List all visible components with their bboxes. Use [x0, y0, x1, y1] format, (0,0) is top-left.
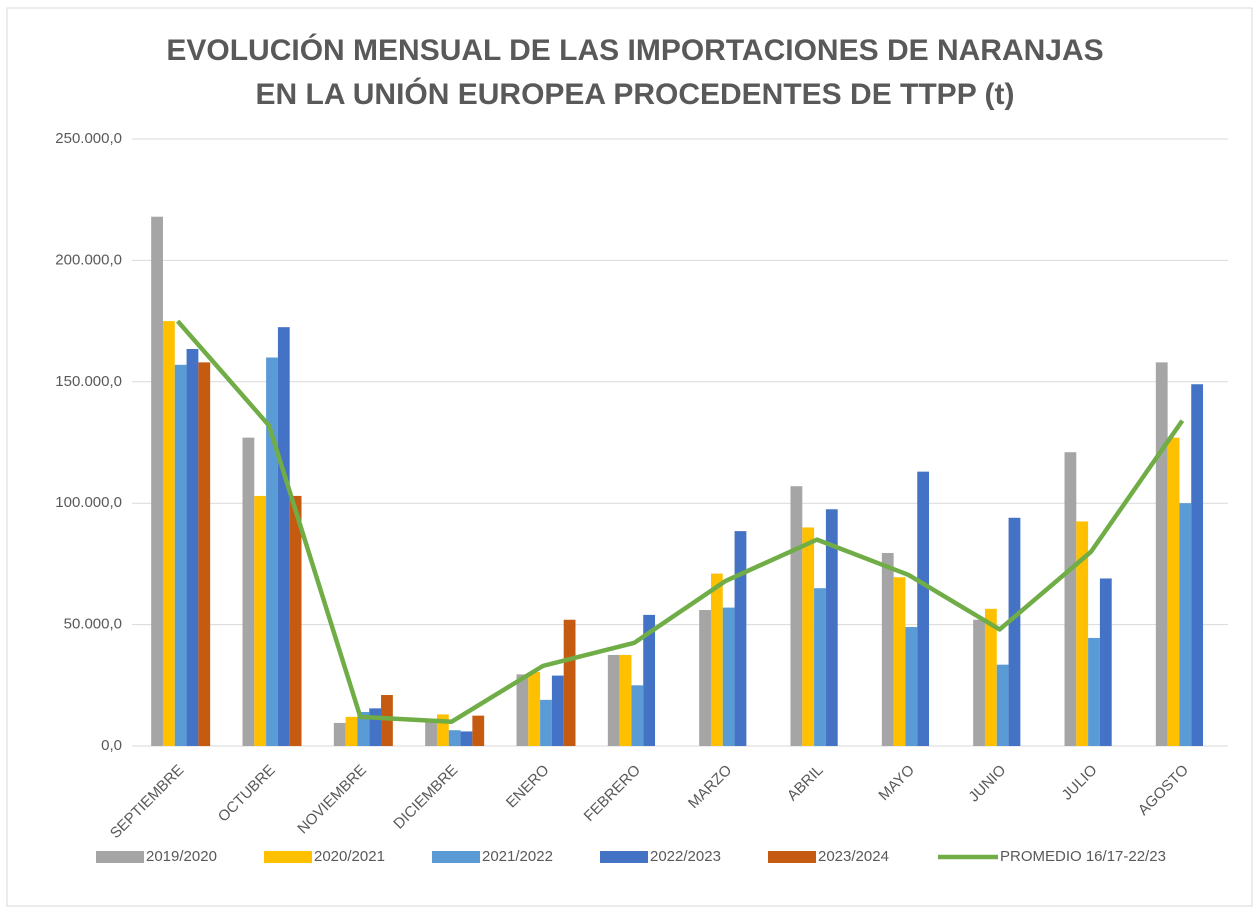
- y-tick-label: 250.000,0: [55, 130, 122, 147]
- bar: [528, 671, 541, 746]
- bar: [631, 685, 644, 746]
- bar: [472, 715, 485, 746]
- bar: [254, 495, 267, 746]
- bar: [1064, 452, 1077, 746]
- bar: [825, 509, 838, 746]
- bar: [917, 471, 930, 746]
- bar: [790, 486, 803, 746]
- bar: [333, 722, 346, 746]
- bar: [551, 675, 564, 746]
- bar: [1008, 517, 1021, 746]
- y-tick-label: 50.000,0: [64, 616, 122, 633]
- legend-swatch: [600, 851, 648, 863]
- bar: [448, 730, 461, 746]
- bar: [266, 357, 278, 746]
- bar: [436, 714, 449, 746]
- bar: [151, 216, 163, 747]
- legend-swatch: [768, 851, 816, 863]
- bar: [699, 610, 711, 746]
- bar: [973, 619, 985, 746]
- legend-label: 2023/2024: [818, 848, 889, 865]
- bar: [814, 588, 826, 746]
- bar: [1167, 437, 1180, 746]
- bar: [289, 495, 302, 746]
- bar: [174, 364, 187, 746]
- legend-swatch: [432, 851, 480, 863]
- bar: [881, 552, 894, 746]
- legend-label: 2021/2022: [482, 848, 553, 865]
- bar: [984, 608, 997, 746]
- y-tick-label: 150.000,0: [55, 373, 122, 390]
- legend-label: 2020/2021: [314, 848, 385, 865]
- legend-label: 2022/2023: [650, 848, 721, 865]
- bar: [345, 716, 358, 746]
- y-tick-label: 100.000,0: [55, 494, 122, 511]
- bar: [162, 321, 175, 746]
- legend-swatch: [96, 851, 144, 863]
- bar: [734, 531, 747, 746]
- bar: [516, 674, 529, 746]
- bar: [996, 664, 1009, 746]
- chart-title: EN LA UNIÓN EUROPEA PROCEDENTES DE TTPP …: [256, 77, 1015, 111]
- line: [175, 319, 1185, 724]
- bar: [357, 712, 370, 746]
- y-tick-label: 200.000,0: [55, 251, 122, 268]
- bar: [369, 708, 382, 746]
- bar: [710, 573, 723, 746]
- bar: [186, 349, 199, 746]
- bar: [619, 654, 632, 746]
- bar: [1076, 521, 1089, 746]
- bar: [242, 437, 255, 746]
- bar: [540, 699, 552, 746]
- bar: [905, 627, 918, 746]
- bar: [1179, 503, 1192, 746]
- chart-frame: [6, 7, 1253, 907]
- legend-label: 2019/2020: [146, 848, 217, 865]
- bar: [425, 719, 437, 746]
- bar: [643, 614, 656, 746]
- bar: [460, 731, 473, 746]
- bar: [722, 607, 735, 746]
- bar: [277, 327, 290, 746]
- legend-swatch: [264, 851, 312, 863]
- bar: [198, 362, 211, 746]
- bar: [607, 654, 620, 746]
- chart-title: EVOLUCIÓN MENSUAL DE LAS IMPORTACIONES D…: [166, 33, 1103, 67]
- legend-label: PROMEDIO 16/17-22/23: [1000, 848, 1166, 865]
- bar: [1088, 637, 1100, 746]
- bar: [563, 619, 576, 746]
- bar: [1155, 362, 1168, 746]
- bar: [893, 577, 906, 746]
- bar: [802, 527, 815, 746]
- bar: [1099, 578, 1112, 746]
- y-tick-label: 0,0: [101, 737, 122, 754]
- bar: [1191, 384, 1204, 746]
